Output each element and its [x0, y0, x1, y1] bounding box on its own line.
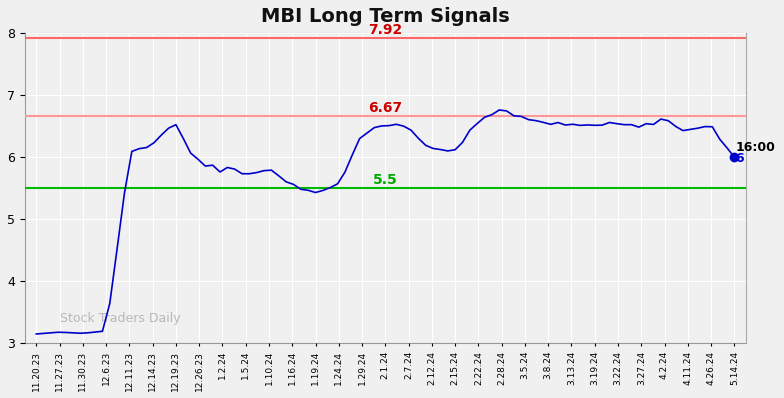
Text: Stock Traders Daily: Stock Traders Daily [60, 312, 180, 325]
Text: 5.5: 5.5 [373, 174, 397, 187]
Text: 16:00: 16:00 [735, 141, 775, 154]
Text: 6: 6 [735, 152, 744, 165]
Text: 7.92: 7.92 [368, 23, 402, 37]
Text: 6.67: 6.67 [368, 101, 402, 115]
Title: MBI Long Term Signals: MBI Long Term Signals [261, 7, 510, 26]
